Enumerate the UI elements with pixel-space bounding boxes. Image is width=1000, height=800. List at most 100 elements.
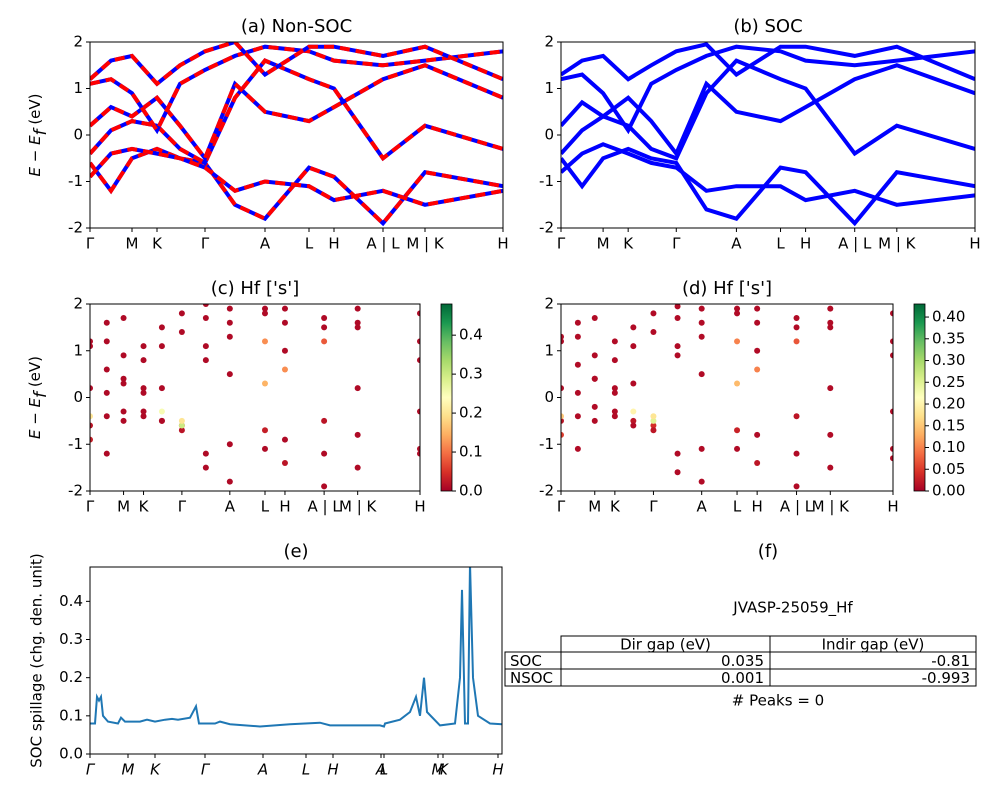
y-tick-label: -2 xyxy=(68,482,83,500)
y-tick-label: 0 xyxy=(544,126,554,144)
x-tick-label: M xyxy=(588,498,601,516)
x-tick-label: H xyxy=(887,498,898,516)
y-tick-label: -1 xyxy=(68,172,83,190)
x-tick-label: A xyxy=(375,761,386,779)
plot-area xyxy=(561,42,975,227)
projection-point xyxy=(261,427,268,434)
projection-point xyxy=(650,329,657,336)
projection-point xyxy=(178,310,185,317)
projection-point xyxy=(674,352,681,359)
projection-point xyxy=(226,371,233,378)
projection-point xyxy=(591,352,598,359)
projection-point xyxy=(734,338,741,345)
projection-point xyxy=(793,315,800,322)
chart-title: (d) Hf ['s'] xyxy=(682,278,772,299)
projection-point xyxy=(103,338,110,345)
y-tick-label: 0.4 xyxy=(59,592,83,610)
projection-point xyxy=(611,385,618,392)
projection-point xyxy=(226,441,233,448)
projection-point xyxy=(281,366,288,373)
projection-point xyxy=(793,483,800,490)
y-tick-label: -2 xyxy=(539,482,554,500)
y-label-symbol: E − E xyxy=(26,397,44,439)
x-tick-label: Γ xyxy=(86,498,95,516)
projection-point xyxy=(90,338,93,345)
projection-point xyxy=(698,445,705,452)
projection-point xyxy=(574,333,581,340)
projection-point xyxy=(158,343,165,350)
projection-point xyxy=(140,413,147,420)
band xyxy=(90,42,503,87)
projection-point xyxy=(574,413,581,420)
projection-point xyxy=(591,315,598,322)
projection-point xyxy=(611,413,618,420)
colorbar-tick-label: 0.25 xyxy=(932,373,965,391)
y-axis-label: E − Ef (eV) xyxy=(26,356,52,439)
y-label-subscript: f xyxy=(31,389,51,398)
band xyxy=(90,58,503,166)
x-tick-label: L xyxy=(302,761,310,779)
projection-point xyxy=(630,422,637,429)
x-tick-label: L xyxy=(733,498,742,516)
band xyxy=(561,44,975,135)
projection-point xyxy=(120,315,127,322)
projection-point xyxy=(417,338,420,345)
y-label-unit: (eV) xyxy=(26,356,44,392)
row-label: SOC xyxy=(510,652,542,670)
projection-point xyxy=(261,445,268,452)
y-label-subscript: f xyxy=(31,126,51,135)
x-tick-label: A xyxy=(257,761,268,779)
projection-point xyxy=(281,319,288,326)
colorbar-tick-label: 0.20 xyxy=(932,395,965,413)
projection-point xyxy=(178,417,185,424)
projection-point xyxy=(650,427,657,434)
x-tick-label: K xyxy=(438,761,449,779)
x-tick-label: H xyxy=(328,235,339,253)
colorbar-tick-label: 0.0 xyxy=(459,482,483,500)
projection-point xyxy=(650,422,657,429)
projection-point xyxy=(890,338,893,345)
x-tick-label: Γ xyxy=(86,235,95,253)
projection-point xyxy=(827,319,834,326)
projection-point xyxy=(890,445,893,452)
projection-point xyxy=(261,310,268,317)
x-tick-label: L xyxy=(305,235,314,253)
y-tick-label: 2 xyxy=(544,295,554,313)
projection-point xyxy=(90,436,93,443)
projection-point xyxy=(674,343,681,350)
projection-point xyxy=(140,389,147,396)
projection-point xyxy=(103,366,110,373)
projection-point xyxy=(650,413,657,420)
projection-point xyxy=(793,413,800,420)
projection-point xyxy=(827,324,834,331)
plot-area xyxy=(90,304,420,490)
projection-point xyxy=(890,455,893,462)
projection-point xyxy=(698,319,705,326)
y-tick-label: 0.2 xyxy=(59,668,83,686)
projection-point xyxy=(120,352,127,359)
colorbar xyxy=(440,303,453,492)
projection-point xyxy=(90,343,93,350)
spillage-line xyxy=(90,567,502,728)
projection-point xyxy=(674,315,681,322)
chart-title: (a) Non-SOC xyxy=(241,16,352,37)
projection-point xyxy=(561,431,564,438)
projection-point xyxy=(321,450,328,457)
x-tick-label: K xyxy=(623,235,634,253)
projection-point xyxy=(827,305,834,312)
x-tick-label: Γ xyxy=(557,498,566,516)
x-tick-label: L xyxy=(776,235,785,253)
projection-point xyxy=(226,333,233,340)
x-tick-label: A xyxy=(697,498,708,516)
projection-point xyxy=(226,478,233,485)
projection-point xyxy=(698,371,705,378)
projection-point xyxy=(90,422,93,429)
x-tick-label: A | L xyxy=(308,498,342,516)
projection-point xyxy=(354,431,361,438)
x-tick-label: L xyxy=(261,498,270,516)
colorbar-tick-label: 0.4 xyxy=(459,326,483,344)
axes-frame xyxy=(89,303,421,492)
projection-point xyxy=(561,338,564,345)
projection-point xyxy=(698,478,705,485)
y-tick-label: -2 xyxy=(539,219,554,237)
